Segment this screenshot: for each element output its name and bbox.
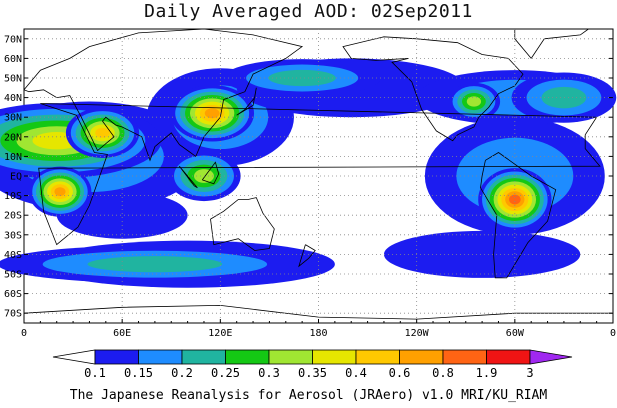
lon-tick-label: 60E: [113, 328, 131, 339]
lat-tick-label: 40N: [4, 93, 22, 104]
coastline-segment: [210, 197, 275, 251]
colorbar-label: 0.35: [298, 366, 327, 380]
colorbar-label: 0.6: [389, 366, 411, 380]
page-title: Daily Averaged AOD: 02Sep2011: [144, 1, 473, 22]
aod-map: 70N 60N 50N 40N 30N 20N 10N EQ 10S 20S 30S 40S 50S 60…: [0, 28, 617, 339]
lon-tick-label: 180: [309, 328, 327, 339]
colorbar-box: [268, 349, 313, 365]
lat-tick-label: 10S: [4, 191, 22, 202]
lat-tick-label: 20N: [4, 132, 22, 143]
aod-plume-south-america-fire: [509, 194, 521, 205]
aod-plume-north-pacific: [268, 69, 336, 87]
colorbar-box: [442, 349, 487, 365]
lat-tick-label: EQ: [10, 172, 22, 183]
colorbar-low-triangle: [52, 349, 96, 365]
credit-line: The Japanese Reanalysis for Aerosol (JRA…: [69, 388, 548, 403]
coastline-segment: [23, 28, 304, 162]
coastline-segment: [38, 103, 601, 246]
lon-tick-label: 120E: [208, 328, 232, 339]
aod-plume-southern-ocean: [87, 256, 223, 273]
lat-tick-label: 40S: [4, 250, 22, 261]
coastline-segment: [201, 161, 220, 185]
colorbar-box: [138, 349, 183, 365]
lat-tick-label: 60N: [4, 54, 22, 65]
colorbar-label: 0.8: [432, 366, 454, 380]
colorbar-label: 1.9: [476, 366, 498, 380]
colorbar-boxes: [52, 349, 573, 365]
lat-tick-label: 70N: [4, 34, 22, 45]
lon-tick-label: 120W: [405, 328, 430, 339]
lon-tick-label: 0: [21, 328, 27, 339]
lon-axis: 0 60E 120E 180 120W 60W 0: [21, 328, 616, 339]
lat-tick-label: 50N: [4, 74, 22, 85]
map-grid: [23, 29, 614, 323]
lat-tick-label: 30N: [4, 113, 22, 124]
aod-plume-east-china: [204, 108, 220, 119]
aod-band: [56, 191, 188, 239]
aod-plume-indonesia: [193, 169, 214, 183]
coastline-segment: [236, 87, 257, 116]
colorbar-labels: 0.1 0.15 0.2 0.25 0.3 0.35 0.4 0.6 0.8 1.9 3: [84, 366, 533, 380]
coastline-segment: [179, 165, 198, 189]
colorbar-box: [486, 349, 531, 365]
colorbar-label: 0.4: [345, 366, 367, 380]
colorbar-label: 3: [526, 366, 533, 380]
colorbar: 0.1 0.15 0.2 0.25 0.3 0.35 0.4 0.6 0.8 1.9 3: [52, 349, 573, 380]
coastline-segment: [480, 152, 557, 279]
colorbar-box: [355, 349, 400, 365]
lat-tick-label: 30S: [4, 230, 22, 241]
lat-tick-label: 70S: [4, 309, 22, 320]
colorbar-label: 0.3: [258, 366, 280, 380]
colorbar-label: 0.25: [211, 366, 240, 380]
lon-tick-label: 0: [610, 328, 616, 339]
colorbar-high-triangle: [529, 349, 573, 365]
aod-band: [383, 230, 581, 278]
lat-tick-label: 10N: [4, 152, 22, 163]
colorbar-label: 0.2: [171, 366, 193, 380]
aod-plume-saudi-dust: [95, 127, 110, 138]
colorbar-label: 0.1: [84, 366, 106, 380]
colorbar-box: [399, 349, 444, 365]
colorbar-box: [225, 349, 270, 365]
colorbar-box: [312, 349, 357, 365]
lat-tick-label: 50S: [4, 270, 22, 281]
lat-axis: 70N 60N 50N 40N 30N 20N 10N EQ 10S 20S 30S 40S 50S 60…: [4, 34, 22, 319]
lon-tick-label: 60W: [506, 328, 525, 339]
aod-plume-us-east: [466, 96, 482, 107]
coastline-segment: [298, 244, 316, 268]
colorbar-box: [94, 349, 139, 365]
aod-plume-north-atlantic: [541, 86, 587, 109]
coastline-segment: [342, 36, 524, 142]
lat-tick-label: 60S: [4, 289, 22, 300]
lat-tick-label: 20S: [4, 211, 22, 222]
colorbar-box: [181, 349, 226, 365]
colorbar-label: 0.15: [124, 366, 153, 380]
aod-plume-southern-africa-fire: [54, 187, 66, 197]
